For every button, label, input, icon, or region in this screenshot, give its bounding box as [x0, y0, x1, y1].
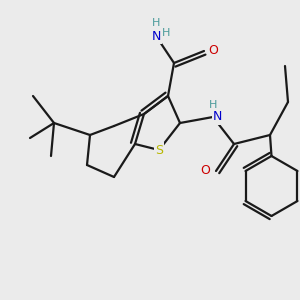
- Text: N: N: [213, 110, 222, 124]
- Text: H: H: [209, 100, 217, 110]
- Text: O: O: [201, 164, 210, 178]
- Text: H: H: [152, 17, 160, 28]
- Text: O: O: [208, 44, 218, 58]
- Text: H: H: [162, 28, 171, 38]
- Text: N: N: [151, 29, 161, 43]
- Text: S: S: [155, 143, 163, 157]
